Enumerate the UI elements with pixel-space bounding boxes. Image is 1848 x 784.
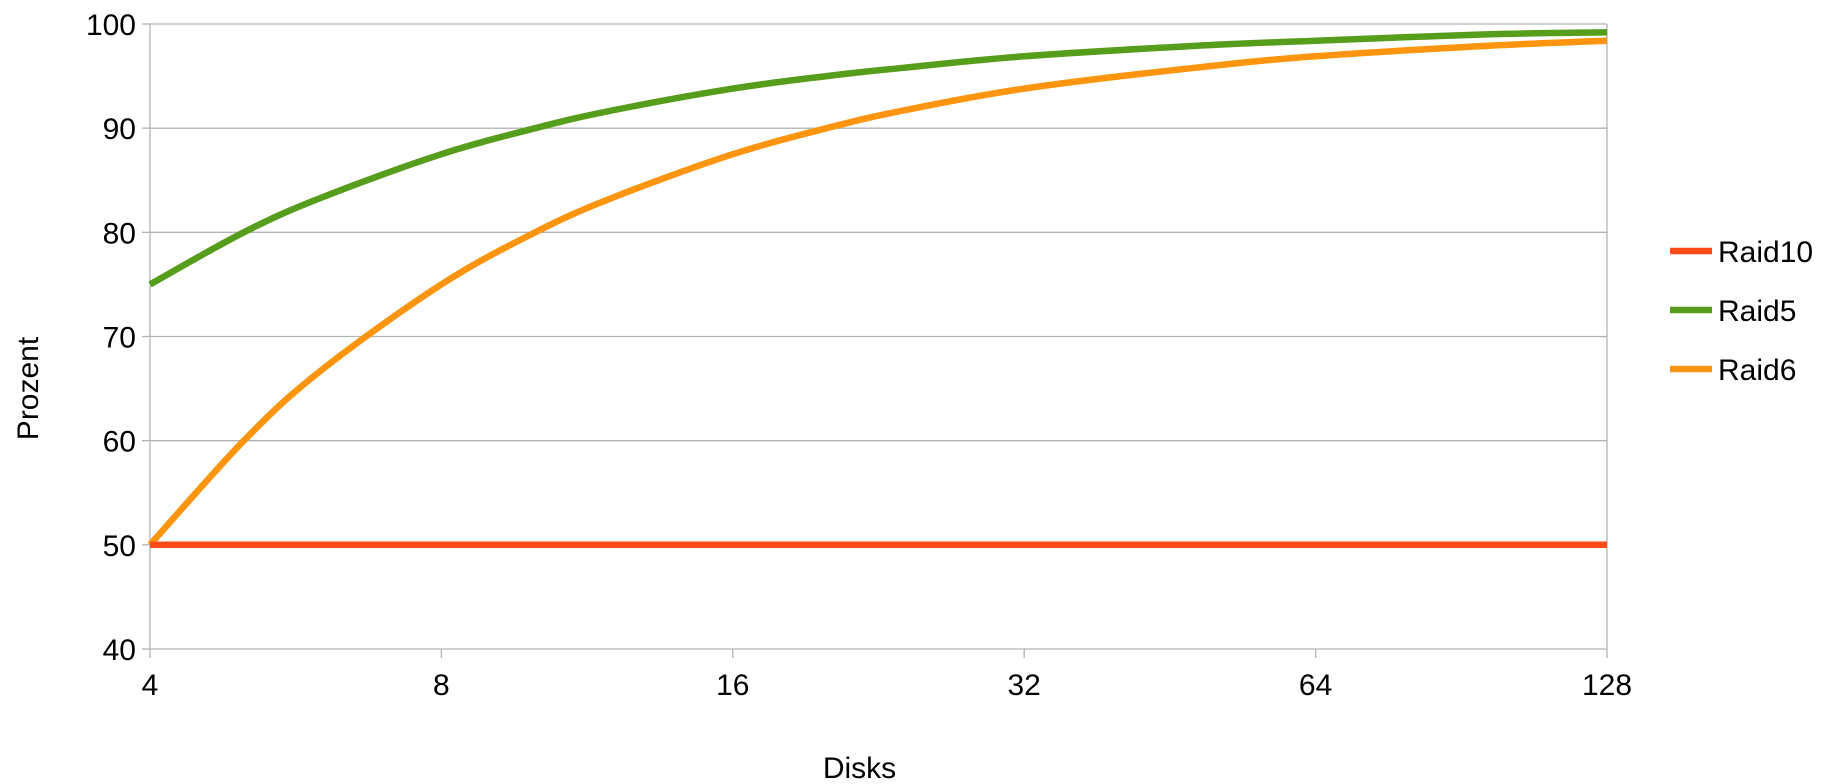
x-tick-label: 64 bbox=[1299, 669, 1332, 702]
y-tick-label: 80 bbox=[103, 217, 136, 250]
y-tick-label: 60 bbox=[103, 426, 136, 459]
grid-lines bbox=[150, 23, 1607, 546]
series-line-raid6 bbox=[147, 37, 1608, 547]
y-axis-title: Prozent bbox=[12, 336, 45, 440]
x-axis-title: Disks bbox=[823, 752, 896, 784]
x-tick-label: 8 bbox=[433, 669, 450, 702]
y-tick-label: 50 bbox=[103, 530, 136, 563]
y-tick-label: 40 bbox=[103, 634, 136, 667]
legend-label: Raid6 bbox=[1718, 354, 1796, 387]
series-line-raid5 bbox=[148, 29, 1608, 288]
x-tick-label: 4 bbox=[142, 669, 159, 702]
x-tick-label: 32 bbox=[1008, 669, 1041, 702]
x-axis-ticks: 4 8 16 32 64 128 bbox=[142, 649, 1632, 702]
y-tick-label: 70 bbox=[103, 322, 136, 355]
y-tick-label: 90 bbox=[103, 113, 136, 146]
series-lines bbox=[147, 29, 1608, 549]
legend-item-raid10: Raid10 bbox=[1670, 236, 1813, 269]
legend-item-raid6: Raid6 bbox=[1670, 354, 1796, 387]
legend: Raid10 Raid5 Raid6 bbox=[1670, 236, 1813, 387]
legend-item-raid5: Raid5 bbox=[1670, 295, 1796, 328]
y-tick-label: 100 bbox=[86, 9, 136, 42]
x-tick-label: 16 bbox=[716, 669, 749, 702]
legend-label: Raid5 bbox=[1718, 295, 1796, 328]
y-axis-ticks: 40 50 60 70 80 90 100 bbox=[86, 9, 150, 667]
legend-label: Raid10 bbox=[1718, 236, 1813, 269]
x-tick-label: 128 bbox=[1582, 669, 1632, 702]
